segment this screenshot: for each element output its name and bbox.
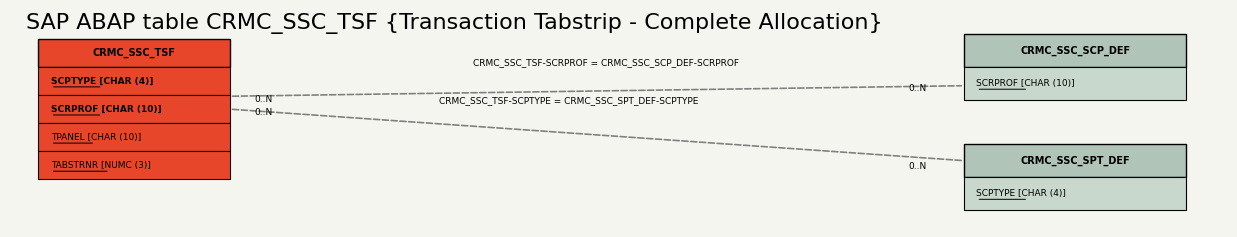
Text: CRMC_SSC_SCP_DEF: CRMC_SSC_SCP_DEF	[1021, 46, 1131, 56]
FancyBboxPatch shape	[38, 67, 230, 95]
Text: CRMC_SSC_TSF-SCRPROF = CRMC_SSC_SCP_DEF-SCRPROF: CRMC_SSC_TSF-SCRPROF = CRMC_SSC_SCP_DEF-…	[474, 58, 740, 67]
Text: SCPTYPE [CHAR (4)]: SCPTYPE [CHAR (4)]	[51, 77, 153, 86]
FancyBboxPatch shape	[38, 151, 230, 179]
Text: CRMC_SSC_TSF: CRMC_SSC_TSF	[93, 48, 176, 58]
FancyBboxPatch shape	[38, 123, 230, 151]
Text: TPANEL [CHAR (10)]: TPANEL [CHAR (10)]	[51, 133, 141, 142]
FancyBboxPatch shape	[964, 34, 1186, 67]
FancyBboxPatch shape	[964, 177, 1186, 210]
Text: SCPTYPE [CHAR (4)]: SCPTYPE [CHAR (4)]	[976, 189, 1066, 198]
Text: SCRPROF [CHAR (10)]: SCRPROF [CHAR (10)]	[976, 79, 1075, 88]
Text: SCRPROF [CHAR (10)]: SCRPROF [CHAR (10)]	[51, 105, 161, 114]
Text: CRMC_SSC_SPT_DEF: CRMC_SSC_SPT_DEF	[1021, 155, 1129, 166]
FancyBboxPatch shape	[38, 95, 230, 123]
FancyBboxPatch shape	[964, 67, 1186, 100]
FancyBboxPatch shape	[964, 144, 1186, 177]
FancyBboxPatch shape	[38, 39, 230, 67]
Text: 0..N: 0..N	[909, 162, 927, 171]
Text: CRMC_SSC_TSF-SCPTYPE = CRMC_SSC_SPT_DEF-SCPTYPE: CRMC_SSC_TSF-SCPTYPE = CRMC_SSC_SPT_DEF-…	[439, 97, 699, 106]
Text: 0..N: 0..N	[255, 108, 272, 117]
Text: 0..N: 0..N	[255, 95, 272, 104]
Text: 0..N: 0..N	[909, 84, 927, 93]
Text: TABSTRNR [NUMC (3)]: TABSTRNR [NUMC (3)]	[51, 161, 151, 170]
Text: SAP ABAP table CRMC_SSC_TSF {Transaction Tabstrip - Complete Allocation}: SAP ABAP table CRMC_SSC_TSF {Transaction…	[26, 13, 883, 34]
